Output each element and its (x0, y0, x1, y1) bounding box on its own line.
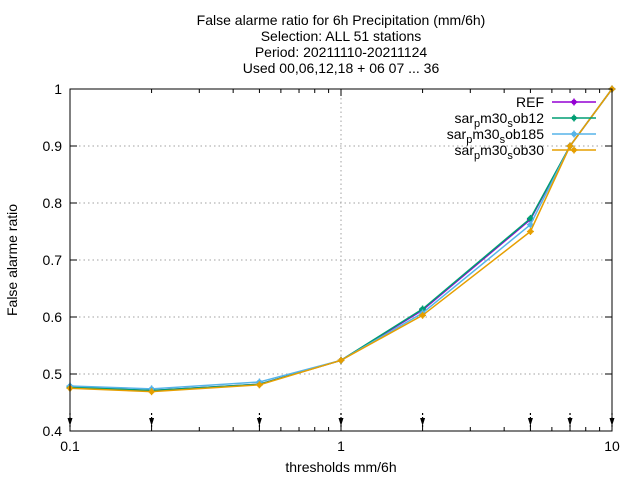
x-axis-label: thresholds mm/6h (285, 459, 396, 475)
title-line-2: Selection: ALL 51 stations (261, 28, 422, 44)
x-tick-label: 10 (604, 438, 620, 454)
threshold-marker-head (256, 418, 262, 426)
legend-label-part: sar (455, 142, 475, 158)
data-point (419, 311, 427, 319)
data-point (255, 381, 263, 389)
grid-layer (70, 89, 612, 431)
y-tick-label: 0.9 (43, 138, 63, 154)
x-tick-label: 0.1 (60, 438, 80, 454)
legend-label-part: REF (516, 94, 544, 110)
legend-item: REF (516, 94, 596, 110)
data-point (526, 228, 534, 235)
data-point (337, 356, 345, 364)
legend-label-part: m30 (480, 142, 507, 158)
legend-label-part: sar (447, 126, 467, 142)
legend-label-part: m30 (472, 126, 499, 142)
legend-item: sarpm30sob12 (455, 110, 596, 130)
legend-label-part: s (507, 150, 513, 162)
data-point (526, 221, 534, 229)
legend-label: sarpm30sob30 (455, 142, 545, 162)
threshold-marker-head (149, 418, 155, 426)
legend-label-part: sar (455, 110, 475, 126)
legend-label: sarpm30sob185 (447, 126, 544, 146)
legend-label-part: s (507, 118, 513, 130)
legend-label-part: m30 (480, 110, 507, 126)
y-tick-label: 1 (54, 81, 62, 97)
y-tick-label: 0.5 (43, 366, 63, 382)
threshold-marker-head (338, 418, 344, 426)
data-point (148, 388, 156, 396)
title-line-4: Used 00,06,12,18 + 06 07 ... 36 (243, 60, 440, 76)
legend-label: sarpm30sob12 (455, 110, 545, 130)
y-tick-label: 0.4 (43, 423, 63, 439)
legend-label-part: s (500, 134, 506, 146)
title-line-1: False alarme ratio for 6h Precipitation … (197, 12, 486, 28)
chart-title: False alarme ratio for 6h Precipitation … (197, 12, 486, 76)
threshold-marker-head (420, 418, 426, 426)
legend-label-part: ob12 (513, 110, 544, 126)
legend-label-part: ob30 (513, 142, 544, 158)
y-tick-label: 0.7 (43, 252, 63, 268)
legend-label-part: p (466, 134, 472, 146)
y-tick-label: 0.8 (43, 195, 63, 211)
legend-item: sarpm30sob30 (455, 142, 596, 162)
legend-label: REF (516, 94, 544, 110)
legend-item: sarpm30sob185 (447, 126, 596, 146)
legend-label-part: p (474, 118, 480, 130)
tick-layer: 0.4 0.5 0.6 0.7 0.8 0.9 1 0.1 1 10 (43, 81, 620, 454)
data-point (566, 142, 574, 150)
threshold-marker-head (567, 418, 573, 426)
legend-label-part: p (474, 150, 480, 162)
threshold-marker-head (527, 418, 533, 426)
series-line (69, 88, 613, 393)
y-tick-label: 0.6 (43, 309, 63, 325)
legend-label-part: ob185 (505, 126, 544, 142)
series-layer (66, 85, 616, 396)
x-tick-label: 1 (337, 438, 345, 454)
title-line-3: Period: 20211110-20211124 (255, 44, 428, 60)
y-axis-label: False alarme ratio (4, 204, 20, 316)
